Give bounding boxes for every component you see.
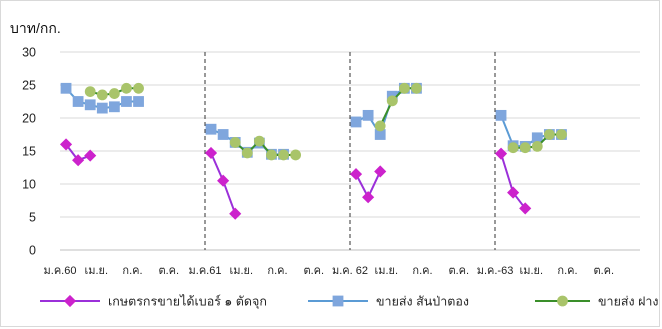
data-point-circle [266, 149, 277, 161]
data-point-circle [556, 129, 567, 140]
data-point-diamond [362, 191, 375, 204]
data-point-square [350, 116, 362, 128]
data-point-circle [253, 135, 265, 147]
x-tick-label: ก.ค. [267, 265, 287, 277]
data-point-square [96, 102, 108, 114]
x-tick-label: ต.ค. [448, 265, 469, 277]
data-point-diamond [63, 294, 77, 308]
x-tick-label: ม.ค.-63 [477, 265, 514, 277]
data-point-circle [96, 89, 108, 101]
data-point-circle [557, 295, 568, 307]
x-tick-label: ก.ค. [412, 265, 432, 277]
data-point-circle [531, 140, 543, 152]
x-tick-label: ม.ค.60 [44, 265, 77, 277]
x-tick-label: ก.ค. [122, 265, 142, 277]
data-point-square [60, 82, 72, 94]
data-point-square [495, 109, 507, 121]
data-point-circle [374, 120, 386, 132]
x-tick-label: เม.ย. [84, 265, 108, 277]
x-tick-label: ม.ค. 62 [332, 265, 368, 277]
data-point-diamond [59, 138, 73, 151]
data-point-circle [121, 82, 132, 94]
data-point-circle [229, 137, 241, 148]
data-point-diamond [519, 202, 532, 215]
data-point-square [84, 99, 96, 111]
data-point-diamond [374, 165, 387, 178]
data-point-square [362, 109, 374, 121]
y-tick-label: 15 [22, 145, 36, 159]
data-point-diamond [507, 186, 520, 199]
legend-label: ขายส่ง ฝาง [598, 295, 659, 309]
series-line [379, 87, 417, 127]
x-tick-label: ต.ค. [593, 265, 614, 277]
data-point-circle [543, 129, 555, 140]
x-tick-label: เม.ย. [229, 265, 253, 277]
x-tick-label: ก.ค. [557, 265, 577, 277]
y-tick-label: 0 [29, 244, 36, 258]
legend-label: เกษตรกรขายได้เบอร์ ๑ ตัดจุก [108, 295, 267, 310]
data-point-circle [386, 95, 398, 107]
data-point-diamond [204, 146, 218, 160]
legend-label: ขายส่ง สันป่าตอง [376, 295, 469, 309]
data-point-square [121, 96, 132, 107]
data-point-circle [108, 88, 120, 99]
series-line [500, 153, 527, 210]
x-tick-label: เม.ย. [374, 265, 398, 277]
y-tick-label: 10 [22, 178, 36, 192]
data-point-circle [241, 147, 253, 159]
x-tick-label: ต.ค. [303, 265, 324, 277]
x-tick-label: เม.ย. [519, 265, 543, 277]
data-point-square [133, 96, 144, 107]
x-tick-label: ต.ค. [158, 265, 179, 277]
data-point-circle [398, 82, 410, 94]
data-point-diamond [72, 154, 85, 167]
data-point-diamond [494, 147, 508, 160]
data-point-circle [519, 142, 531, 154]
data-point-square [217, 129, 229, 140]
data-point-circle [507, 142, 519, 154]
data-point-diamond [229, 207, 242, 220]
y-tick-label: 25 [22, 79, 36, 93]
data-point-square [108, 101, 120, 113]
data-point-circle [278, 149, 289, 161]
y-tick-label: 5 [29, 211, 36, 225]
data-point-square [72, 96, 84, 107]
y-axis-label: บาท/กก. [10, 20, 61, 36]
x-tick-label: ม.ค.61 [189, 265, 222, 277]
y-tick-label: 20 [22, 112, 36, 126]
data-point-diamond [84, 149, 97, 162]
data-point-circle [133, 82, 144, 94]
data-point-circle [290, 149, 302, 161]
data-point-diamond [217, 174, 230, 187]
data-point-square [332, 295, 344, 307]
data-point-circle [84, 86, 96, 97]
y-tick-label: 30 [22, 46, 36, 60]
data-point-circle [411, 82, 422, 94]
data-point-square [205, 123, 217, 135]
data-point-diamond [349, 168, 363, 181]
